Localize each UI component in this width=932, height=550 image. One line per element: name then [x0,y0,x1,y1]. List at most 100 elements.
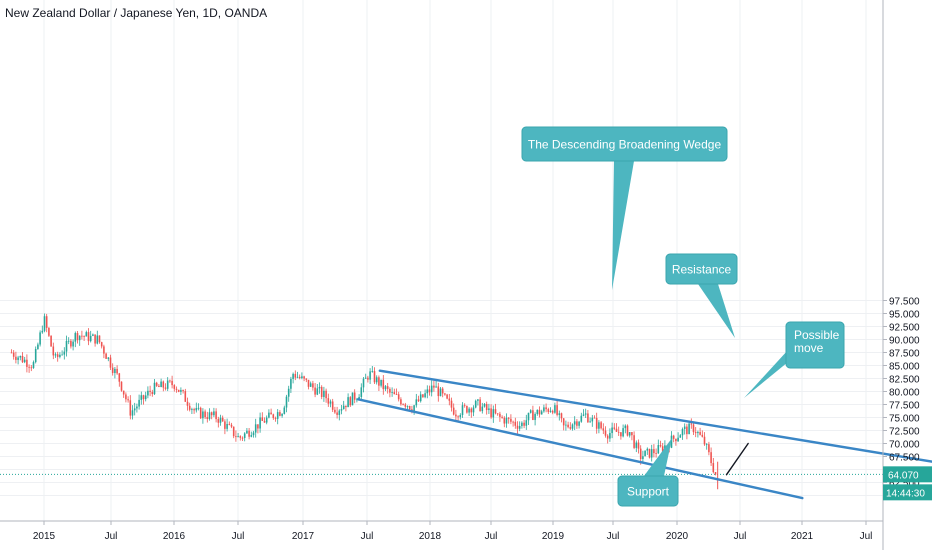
candle-body [103,346,105,354]
candle-body [573,421,576,425]
candle-body [538,409,541,415]
resistance-callout-pointer [698,284,735,338]
candle-body [329,401,332,404]
price-axis[interactable]: 97.500 95.000 92.500 90.000 87.500 85.000 82.5… [882,0,932,550]
candle-body [164,387,167,389]
candle-body [37,344,39,350]
candle-body [360,387,363,397]
candle-body [580,415,583,422]
candle-body [708,444,710,453]
candle-body [131,410,134,416]
candle-body [142,395,145,400]
candle-body [369,371,371,380]
time-axis[interactable]: 2015 Jul 2016 Jul 2017 Jul 2018 Jul 2019 Jul 2020 J… [0,520,883,542]
candle-body [375,377,378,383]
candle-body [675,438,677,442]
candle-body [428,389,431,393]
candle-body [595,417,598,429]
y-tick-label: 72.500 [889,427,920,438]
candle-body [488,408,490,411]
candle-body [435,386,437,388]
candle-body [202,411,204,419]
candle-body [155,382,158,386]
candle-body [228,423,231,425]
candle-body [81,335,83,337]
candle-body [34,349,37,363]
candle-body [710,452,712,464]
candle-body [89,335,92,342]
candle-body [644,450,646,457]
candlestick-series [10,313,719,490]
candle-body [45,316,48,328]
candle-body [569,427,572,429]
candle-body [582,414,585,416]
candle-body [230,424,233,427]
candle-body [670,435,673,448]
candle-body [602,428,605,431]
candle-body [136,406,138,409]
candle-body [382,379,385,390]
candle-body [268,412,270,418]
candle-body [261,417,264,421]
candle-body [512,421,514,423]
candle-body [303,376,305,379]
candle-body [701,434,704,437]
candle-body [686,426,688,435]
candle-body [254,424,257,433]
x-tick-label: Jul [734,531,747,542]
candle-body [712,463,715,473]
candle-body [59,354,61,357]
candle-body [100,342,103,347]
candle-body [226,423,228,429]
y-tick-label: 67.500 [889,453,920,464]
candle-body [439,388,442,397]
x-tick-label: 2015 [33,531,56,542]
grid-lines [0,0,883,521]
candle-body [15,356,17,360]
candle-body [483,403,486,407]
candle-body [96,335,99,344]
candle-body [180,390,182,392]
candle-body [402,404,404,406]
candle-body [384,386,387,390]
candle-body [290,378,292,389]
candle-body [239,436,242,438]
candle-body [448,398,451,401]
candle-body [587,413,589,423]
candle-body [41,330,44,333]
candle-body [529,410,532,413]
candle-body [391,392,393,393]
candle-body [606,435,609,439]
candle-body [353,392,356,400]
candle-body [481,406,484,412]
candle-body [331,401,334,410]
candle-body [298,376,301,379]
y-tick-label: 85.000 [889,362,920,373]
candle-body [265,417,268,423]
candle-body [492,409,495,418]
candle-body [639,448,642,460]
candle-body [17,357,19,360]
candle-body [171,380,173,386]
candle-body [378,377,380,386]
candle-body [347,397,349,408]
candle-body [637,442,640,449]
candle-body [122,390,125,395]
support-callout-text: Support [627,485,670,499]
trendlines[interactable] [356,369,932,500]
candle-body [613,427,616,429]
candle-body [415,399,418,406]
candle-body [250,435,253,437]
candle-body [433,385,435,388]
candle-body [444,393,446,395]
candle-body [28,366,30,368]
candle-body [556,405,558,415]
candle-body [160,381,162,388]
candle-body [349,397,352,406]
candle-body [109,357,112,368]
candle-body [650,449,653,458]
candle-body [158,385,160,388]
candle-body [133,408,136,411]
